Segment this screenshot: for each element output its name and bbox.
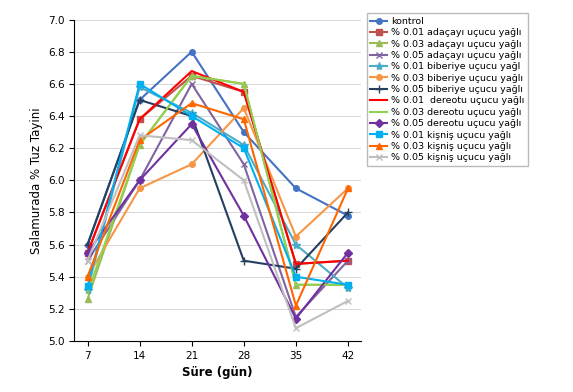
% 0.03 kişniş uçucu yağlı (84, 274, 91, 279)
kontrol (136, 98, 143, 102)
% 0.03 biberiye uçucu yağlı (344, 186, 351, 191)
% 0.05 kişniş uçucu yağlı (344, 299, 351, 303)
% 0.03 kişniş uçucu yağlı (189, 101, 195, 105)
% 0.05 adaçayı uçucu yağlı (240, 162, 247, 167)
% 0.01  dereotu uçucu yağlı (189, 69, 195, 73)
% 0.01 adaçayı uçucu yağlı (240, 90, 247, 94)
% 0.01 adaçayı uçucu yağlı (189, 74, 195, 78)
Line: % 0.03 kişniş uçucu yağlı: % 0.03 kişniş uçucu yağlı (85, 100, 351, 309)
% 0.01 kişniş uçucu yağlı (292, 274, 299, 279)
kontrol (189, 49, 195, 54)
% 0.03 adaçayı uçucu yağlı (240, 82, 247, 86)
Line: % 0.01 biberiye uçucu yağl: % 0.01 biberiye uçucu yağl (83, 83, 352, 294)
% 0.01  dereotu uçucu yağlı (240, 90, 247, 94)
% 0.03 biberiye uçucu yağlı (189, 162, 195, 167)
% 0.05 adaçayı uçucu yağlı (84, 258, 91, 263)
Line: % 0.05 adaçayı uçucu yağlı: % 0.05 adaçayı uçucu yağlı (84, 80, 351, 320)
% 0.05 dereotu uçucu yağlı (240, 213, 247, 218)
% 0.05 dereotu uçucu yağlı (84, 250, 91, 255)
% 0.05 dereotu uçucu yağlı (136, 178, 143, 183)
% 0.01 kişniş uçucu yağlı (84, 284, 91, 289)
% 0.01 biberiye uçucu yağl (189, 111, 195, 115)
kontrol (344, 213, 351, 218)
% 0.01  dereotu uçucu yağlı (344, 258, 351, 263)
X-axis label: Süre (gün): Süre (gün) (182, 366, 253, 379)
% 0.03 adaçayı uçucu yağlı (84, 297, 91, 301)
Line: kontrol: kontrol (85, 49, 351, 247)
% 0.03 kişniş uçucu yağlı (240, 117, 247, 122)
kontrol (292, 186, 299, 191)
% 0.03 biberiye uçucu yağlı (84, 274, 91, 279)
% 0.01  dereotu uçucu yağlı (292, 261, 299, 266)
% 0.05 kişniş uçucu yağlı (84, 258, 91, 263)
% 0.05 biberiye uçucu yağlı (136, 98, 143, 102)
% 0.03 kişniş uçucu yağlı (292, 303, 299, 308)
% 0.05 biberiye uçucu yağlı (344, 210, 351, 215)
% 0.01  dereotu uçucu yağlı (84, 250, 91, 255)
% 0.05 biberiye uçucu yağlı (240, 258, 247, 263)
% 0.03 dereotu uçucu yağlı (344, 282, 351, 287)
% 0.03 dereotu uçucu yağlı (240, 82, 247, 86)
% 0.03 biberiye uçucu yağlı (240, 105, 247, 111)
Y-axis label: Salamurada % Tuz Tayini: Salamurada % Tuz Tayini (30, 107, 42, 254)
% 0.03 kişniş uçucu yağlı (136, 138, 143, 143)
% 0.01 kişniş uçucu yağlı (240, 146, 247, 151)
kontrol (240, 130, 247, 134)
% 0.01 adaçayı uçucu yağlı (292, 261, 299, 266)
% 0.01 biberiye uçucu yağl (292, 242, 299, 247)
% 0.05 kişniş uçucu yağlı (240, 178, 247, 183)
% 0.01 biberiye uçucu yağl (84, 287, 91, 292)
% 0.03 adaçayı uçucu yağlı (189, 74, 195, 78)
% 0.01 adaçayı uçucu yağlı (84, 250, 91, 255)
% 0.05 biberiye uçucu yağlı (84, 242, 91, 247)
% 0.03 adaçayı uçucu yağlı (292, 282, 299, 287)
Line: % 0.01  dereotu uçucu yağlı: % 0.01 dereotu uçucu yağlı (88, 71, 348, 264)
% 0.01 kişniş uçucu yağlı (189, 114, 195, 118)
% 0.03 biberiye uçucu yağlı (292, 234, 299, 239)
Line: % 0.03 biberiye uçucu yağlı: % 0.03 biberiye uçucu yağlı (85, 105, 351, 279)
Line: % 0.01 kişniş uçucu yağlı: % 0.01 kişniş uçucu yağlı (85, 81, 351, 289)
Line: % 0.01 adaçayı uçucu yağlı: % 0.01 adaçayı uçucu yağlı (85, 73, 351, 267)
% 0.05 biberiye uçucu yağlı (292, 267, 299, 271)
% 0.01 adaçayı uçucu yağlı (136, 117, 143, 122)
% 0.03 biberiye uçucu yağlı (136, 186, 143, 191)
% 0.03 dereotu uçucu yağlı (136, 143, 143, 147)
% 0.03 dereotu uçucu yağlı (292, 282, 299, 287)
% 0.05 adaçayı uçucu yağlı (136, 178, 143, 183)
% 0.05 dereotu uçucu yağlı (292, 316, 299, 321)
% 0.05 dereotu uçucu yağlı (344, 250, 351, 255)
% 0.05 dereotu uçucu yağlı (189, 122, 195, 127)
% 0.03 dereotu uçucu yağlı (189, 74, 195, 78)
% 0.01 biberiye uçucu yağl (136, 85, 143, 89)
% 0.05 adaçayı uçucu yağlı (344, 258, 351, 263)
% 0.01  dereotu uçucu yağlı (136, 117, 143, 122)
Line: % 0.05 dereotu uçucu yağlı: % 0.05 dereotu uçucu yağlı (85, 121, 351, 321)
% 0.03 adaçayı uçucu yağlı (344, 282, 351, 287)
Line: % 0.05 biberiye uçucu yağlı: % 0.05 biberiye uçucu yağlı (83, 96, 352, 273)
% 0.01 biberiye uçucu yağl (240, 143, 247, 147)
% 0.03 dereotu uçucu yağlı (84, 290, 91, 295)
% 0.01 biberiye uçucu yağl (344, 286, 351, 290)
% 0.05 biberiye uçucu yağlı (189, 114, 195, 118)
Line: % 0.05 kişniş uçucu yağlı: % 0.05 kişniş uçucu yağlı (84, 132, 351, 332)
% 0.01 kişniş uçucu yağlı (136, 82, 143, 86)
% 0.03 kişniş uçucu yağlı (344, 186, 351, 191)
% 0.05 kişniş uçucu yağlı (189, 138, 195, 143)
% 0.05 adaçayı uçucu yağlı (292, 314, 299, 319)
% 0.01 kişniş uçucu yağlı (344, 282, 351, 287)
Line: % 0.03 adaçayı uçucu yağlı: % 0.03 adaçayı uçucu yağlı (85, 73, 351, 302)
% 0.05 kişniş uçucu yağlı (136, 133, 143, 138)
% 0.03 adaçayı uçucu yağlı (136, 143, 143, 147)
% 0.05 adaçayı uçucu yağlı (189, 82, 195, 86)
% 0.01 adaçayı uçucu yağlı (344, 258, 351, 263)
Legend: kontrol, % 0.01 adaçayı uçucu yağlı, % 0.03 adaçayı uçucu yağlı, % 0.05 adaçayı : kontrol, % 0.01 adaçayı uçucu yağlı, % 0… (367, 13, 528, 166)
% 0.05 kişniş uçucu yağlı (292, 326, 299, 330)
kontrol (84, 242, 91, 247)
Line: % 0.03 dereotu uçucu yağlı: % 0.03 dereotu uçucu yağlı (88, 76, 348, 293)
